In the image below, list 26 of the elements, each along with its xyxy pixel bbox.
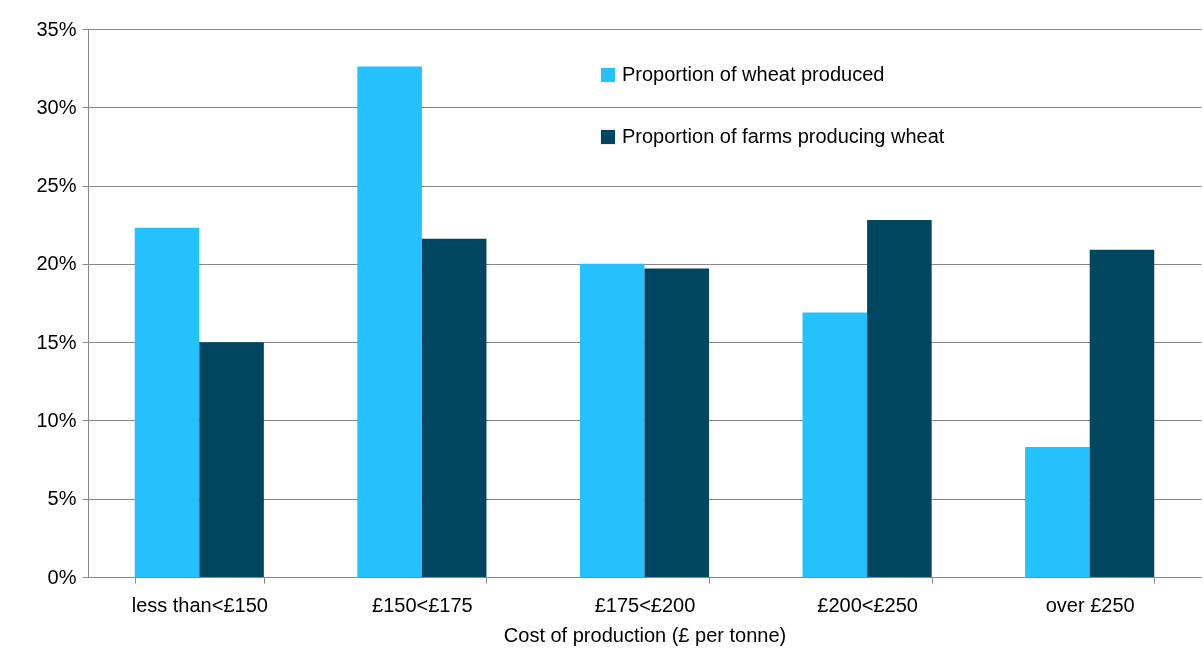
y-tick-label: 15% [36,330,77,353]
x-axis-title: Cost of production (£ per tonne) [503,623,787,646]
y-tick-label: 20% [36,252,77,275]
y-tick-label: 35% [36,17,77,40]
bar [1025,447,1090,577]
bar [134,227,200,577]
bar [1089,249,1155,577]
y-tick-label: 0% [47,565,77,588]
bar [199,342,264,577]
legend-label: Proportion of farms producing wheat [622,125,945,147]
legend-label: Proportion of wheat produced [622,63,885,85]
x-tick-label: less than<£150 [131,593,268,616]
x-tick-label: £150<£175 [372,593,473,616]
bar [802,312,868,577]
bar [644,268,710,577]
y-tick-label: 25% [36,174,77,197]
y-tick-label: 10% [36,408,77,431]
bar [421,238,487,577]
x-tick-label: £200<£250 [817,593,918,616]
x-tick-label: £175<£200 [594,593,696,616]
bar [357,66,422,577]
y-tick-label: 30% [36,95,77,118]
x-tick-label: over £250 [1045,593,1135,616]
bar [579,263,645,577]
y-tick-label: 5% [47,487,77,510]
bar [867,220,932,577]
